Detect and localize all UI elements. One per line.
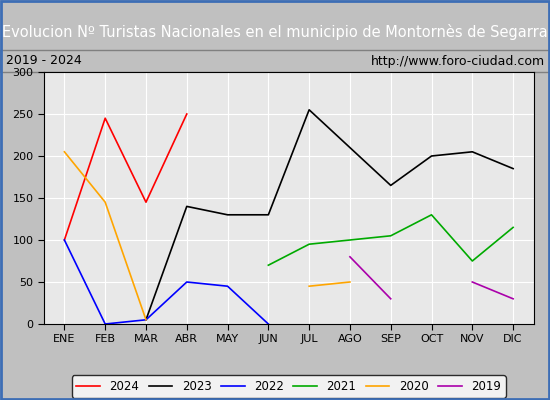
2023 <box>184 204 190 209</box>
Line: 2024: 2024 <box>64 114 187 240</box>
Line: 2022: 2022 <box>64 240 268 324</box>
Line: 2019: 2019 <box>472 282 513 299</box>
2021 <box>265 263 272 268</box>
2019 <box>346 254 353 259</box>
2019 <box>469 280 476 284</box>
2023 <box>224 212 231 217</box>
2024 <box>61 238 68 242</box>
2022 <box>61 238 68 242</box>
Text: 2019 - 2024: 2019 - 2024 <box>6 54 81 68</box>
2019 <box>387 296 394 301</box>
Text: http://www.foro-ciudad.com: http://www.foro-ciudad.com <box>370 54 544 68</box>
2023 <box>428 154 435 158</box>
2020 <box>102 200 108 205</box>
2023 <box>510 166 516 171</box>
2024 <box>184 112 190 116</box>
2022 <box>265 322 272 326</box>
2024 <box>102 116 108 121</box>
2020 <box>306 284 312 289</box>
2022 <box>224 284 231 289</box>
2023 <box>469 150 476 154</box>
2020 <box>142 318 149 322</box>
2023 <box>142 318 149 322</box>
2023 <box>387 183 394 188</box>
2022 <box>184 280 190 284</box>
2020 <box>346 280 353 284</box>
2021 <box>387 234 394 238</box>
2023 <box>265 212 272 217</box>
Line: 2020: 2020 <box>64 152 146 320</box>
2024 <box>142 200 149 205</box>
Legend: 2024, 2023, 2022, 2021, 2020, 2019: 2024, 2023, 2022, 2021, 2020, 2019 <box>72 375 506 398</box>
Line: 2020: 2020 <box>309 282 350 286</box>
2021 <box>346 238 353 242</box>
2022 <box>102 322 108 326</box>
2019 <box>510 296 516 301</box>
2022 <box>142 318 149 322</box>
Line: 2023: 2023 <box>146 110 513 320</box>
2021 <box>428 212 435 217</box>
2023 <box>346 145 353 150</box>
2023 <box>306 108 312 112</box>
Line: 2019: 2019 <box>350 257 390 299</box>
2021 <box>306 242 312 246</box>
2021 <box>510 225 516 230</box>
Text: Evolucion Nº Turistas Nacionales en el municipio de Montornès de Segarra: Evolucion Nº Turistas Nacionales en el m… <box>2 24 548 40</box>
Line: 2021: 2021 <box>268 215 513 265</box>
2021 <box>469 258 476 263</box>
2020 <box>61 150 68 154</box>
